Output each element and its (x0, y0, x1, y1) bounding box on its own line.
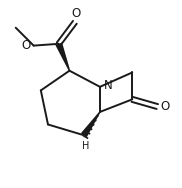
Text: O: O (160, 100, 169, 113)
Text: N: N (104, 80, 113, 92)
Polygon shape (81, 111, 100, 137)
Text: O: O (71, 7, 80, 20)
Text: H: H (82, 142, 89, 152)
Polygon shape (55, 42, 70, 71)
Text: O: O (21, 39, 31, 52)
